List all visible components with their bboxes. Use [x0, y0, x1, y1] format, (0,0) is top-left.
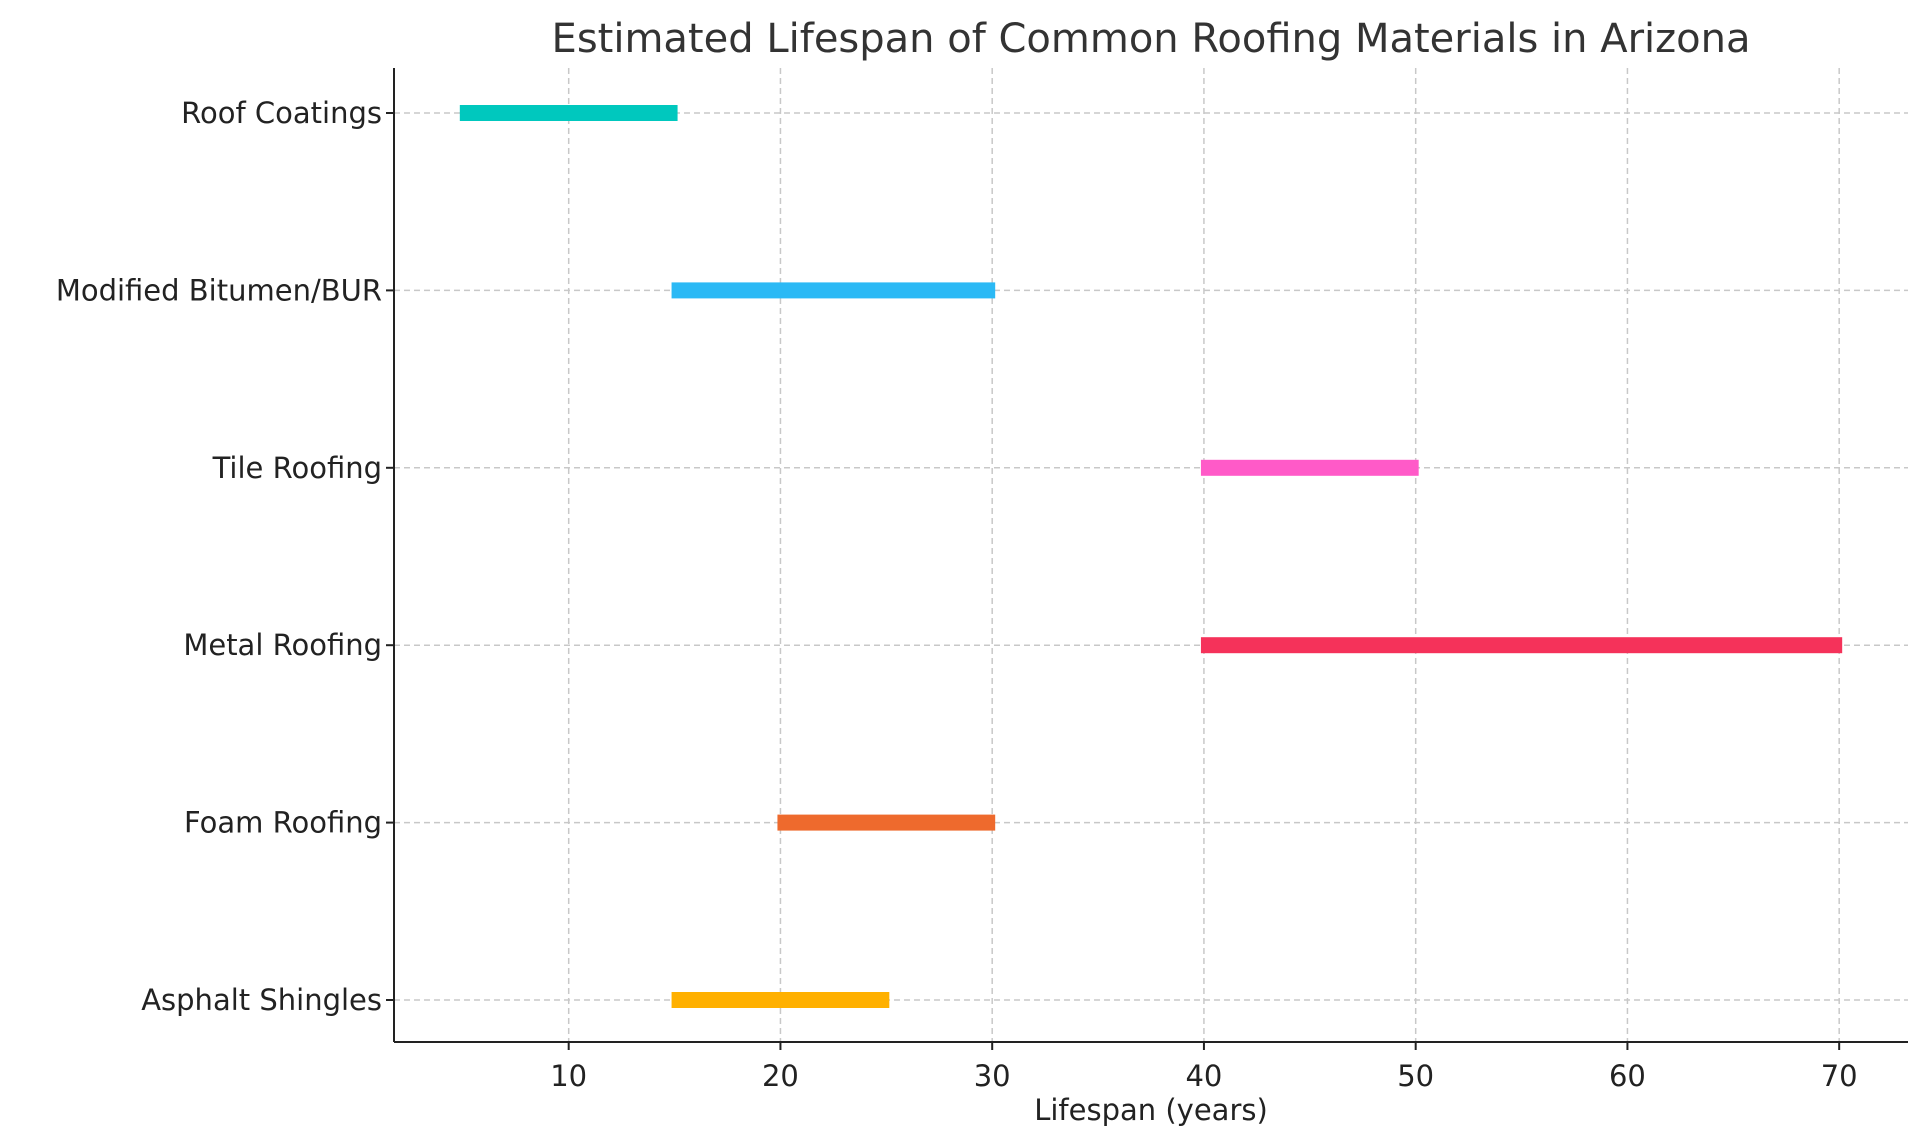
- range-bar: [1200, 637, 1843, 654]
- x-tick-label: 60: [1609, 1059, 1646, 1093]
- ticks-layer: 10 20 30 40 50 60 70 Asphalt Shingles Foam Roofi…: [56, 96, 1858, 1093]
- range-bar: [777, 814, 996, 831]
- x-axis-label: Lifespan (years): [1034, 1093, 1268, 1127]
- range-bar: [459, 105, 678, 121]
- chart-title: Estimated Lifespan of Common Roofing Mat…: [552, 16, 1751, 62]
- range-bar: [671, 282, 996, 299]
- y-category-label: Roof Coatings: [181, 96, 382, 130]
- y-category-label: Modified Bitumen/BUR: [56, 273, 382, 307]
- range-bar: [1200, 459, 1419, 476]
- y-category-label: Foam Roofing: [184, 806, 382, 840]
- x-tick-label: 10: [550, 1059, 587, 1093]
- grid-layer: [394, 68, 1908, 1042]
- x-tick-label: 50: [1397, 1059, 1434, 1093]
- x-tick-label: 70: [1821, 1059, 1858, 1093]
- y-category-label: Tile Roofing: [212, 451, 382, 485]
- range-bar: [671, 992, 890, 1008]
- axes-layer: [393, 68, 1908, 1043]
- x-tick-label: 40: [1185, 1059, 1222, 1093]
- y-category-label: Asphalt Shingles: [141, 983, 382, 1017]
- y-category-label: Metal Roofing: [183, 628, 382, 662]
- x-tick-label: 30: [974, 1059, 1011, 1093]
- x-tick-label: 20: [762, 1059, 799, 1093]
- bars-layer: [459, 105, 1843, 1008]
